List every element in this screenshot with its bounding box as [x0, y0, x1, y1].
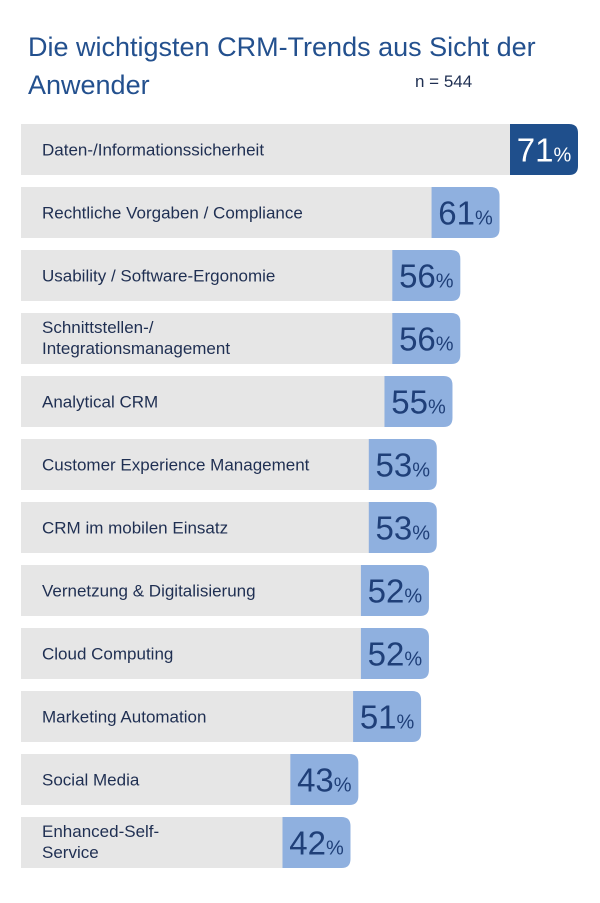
bar: [360, 565, 429, 616]
category-label: Social Media: [42, 771, 140, 790]
category-label: Customer Experience Management: [42, 456, 310, 475]
bar: [290, 754, 359, 805]
bar-track: [21, 628, 370, 679]
bar-track: [21, 565, 370, 616]
data-label: 55%: [391, 384, 446, 421]
bar-track: [21, 124, 519, 175]
chart-title: Die wichtigsten CRM-Trends aus Sicht der…: [28, 32, 536, 100]
data-label: 51%: [360, 699, 415, 736]
bar-track: [21, 754, 300, 805]
category-label: Marketing Automation: [42, 708, 206, 727]
data-label: 53%: [376, 447, 431, 484]
category-label: Cloud Computing: [42, 645, 173, 664]
bar: [384, 376, 453, 427]
bar-track: [21, 439, 378, 490]
bar: [368, 502, 437, 553]
category-label: Schnittstellen-/Integrationsmanagement: [42, 318, 230, 358]
bar-track: [21, 817, 292, 868]
bar: [353, 691, 422, 742]
category-label: Usability / Software-Ergonomie: [42, 267, 275, 286]
bar: [282, 817, 351, 868]
category-label: Rechtliche Vorgaben / Compliance: [42, 204, 303, 223]
bar: [431, 187, 500, 238]
bar-track: [21, 376, 394, 427]
category-label: Enhanced-Self-Service: [42, 822, 159, 862]
bar-track: [21, 502, 378, 553]
data-label: 56%: [399, 258, 454, 295]
bar: [392, 250, 461, 301]
category-label: CRM im mobilen Einsatz: [42, 519, 228, 538]
bar-track: [21, 691, 363, 742]
category-label: Vernetzung & Digitalisierung: [42, 582, 256, 601]
data-label: 56%: [399, 321, 454, 358]
bar: [360, 628, 429, 679]
data-label: 53%: [376, 510, 431, 547]
bar: [510, 124, 578, 175]
category-label: Analytical CRM: [42, 393, 158, 412]
category-label: Daten-/Informationssicherheit: [42, 141, 264, 160]
data-label: 43%: [297, 762, 352, 799]
sample-size: n = 544: [415, 72, 473, 91]
data-label: 61%: [438, 195, 493, 232]
data-label: 52%: [368, 573, 423, 610]
bar-track: [21, 187, 441, 238]
data-label: 71%: [517, 132, 572, 169]
data-label: 42%: [289, 825, 344, 862]
bar-track: [21, 313, 402, 364]
bar: [392, 313, 461, 364]
bar-track: [21, 250, 402, 301]
data-label: 52%: [368, 636, 423, 673]
bar: [368, 439, 437, 490]
